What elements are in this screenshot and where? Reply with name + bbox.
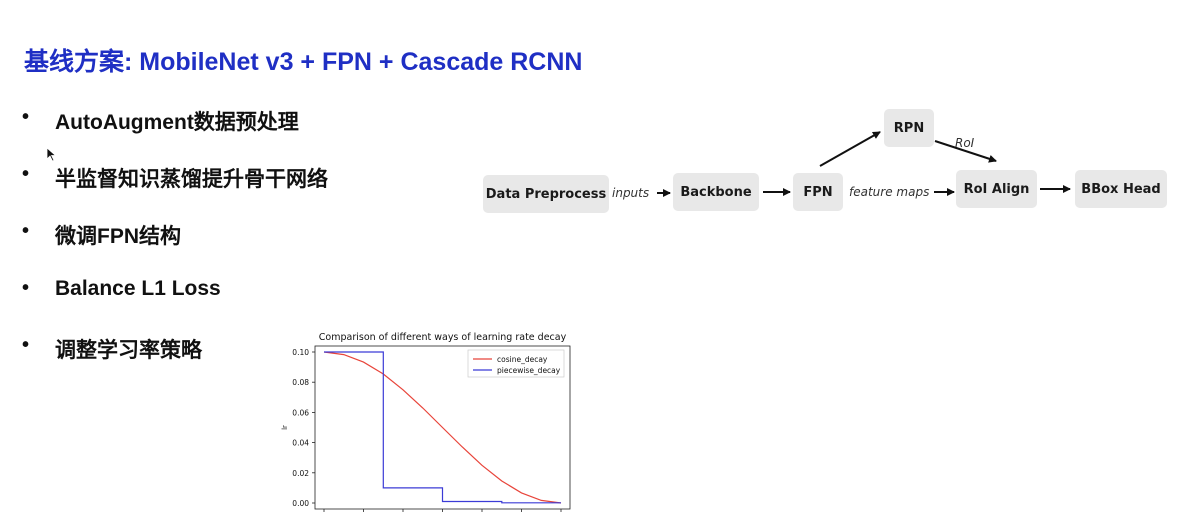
y-tick-label: 0.08 <box>292 378 309 387</box>
legend-label: cosine_decay <box>497 355 548 364</box>
series-line-piecewise-decay <box>324 351 561 504</box>
y-tick-label: 0.00 <box>292 499 309 508</box>
y-tick-label: 0.06 <box>292 408 309 417</box>
node-fpn: FPN <box>793 173 843 211</box>
y-tick-label: 0.10 <box>292 348 309 357</box>
node-data-preprocess: Data Preprocess <box>483 175 609 213</box>
bullet-text: 调整学习率策略 <box>55 339 202 362</box>
legend-box <box>467 349 565 378</box>
arrow-fpn-rpn <box>819 131 881 167</box>
series-line-cosine-decay <box>323 351 562 504</box>
bullet-dot: • <box>22 334 30 356</box>
chart-title: Comparison of different ways of learning… <box>319 332 567 343</box>
bullet-dot: • <box>22 106 30 128</box>
edge-label-roi: RoI <box>955 136 975 150</box>
legend-label: piecewise_decay <box>497 366 561 375</box>
bullet-text: 半监督知识蒸馏提升骨干网络 <box>55 168 328 191</box>
edge-label-inputs: inputs <box>612 186 650 200</box>
bullet-text: 微调FPN结构 <box>55 225 181 248</box>
bullet-text: Balance L1 Loss <box>55 277 221 300</box>
bullet-dot: • <box>22 163 30 185</box>
edge-label-feature-maps: feature maps <box>849 185 930 199</box>
node-rpn: RPN <box>884 109 934 147</box>
y-tick-label: 0.02 <box>292 469 309 478</box>
bullet-text: AutoAugment数据预处理 <box>55 111 299 134</box>
slide-title: 基线方案: MobileNet v3 + FPN + Cascade RCNN <box>24 48 583 76</box>
lr-decay-chart: Comparison of different ways of learning… <box>281 332 571 512</box>
node-backbone: Backbone <box>673 173 759 211</box>
node-roi-align: RoI Align <box>956 170 1037 208</box>
node-bbox-head: BBox Head <box>1075 170 1167 208</box>
mouse-cursor-icon <box>46 147 57 162</box>
arrow-rpn-roialign <box>934 140 997 163</box>
y-axis-label: lr <box>281 425 289 430</box>
y-tick-label: 0.04 <box>292 439 309 448</box>
bullet-dot: • <box>22 220 30 242</box>
bullet-dot: • <box>22 277 30 299</box>
